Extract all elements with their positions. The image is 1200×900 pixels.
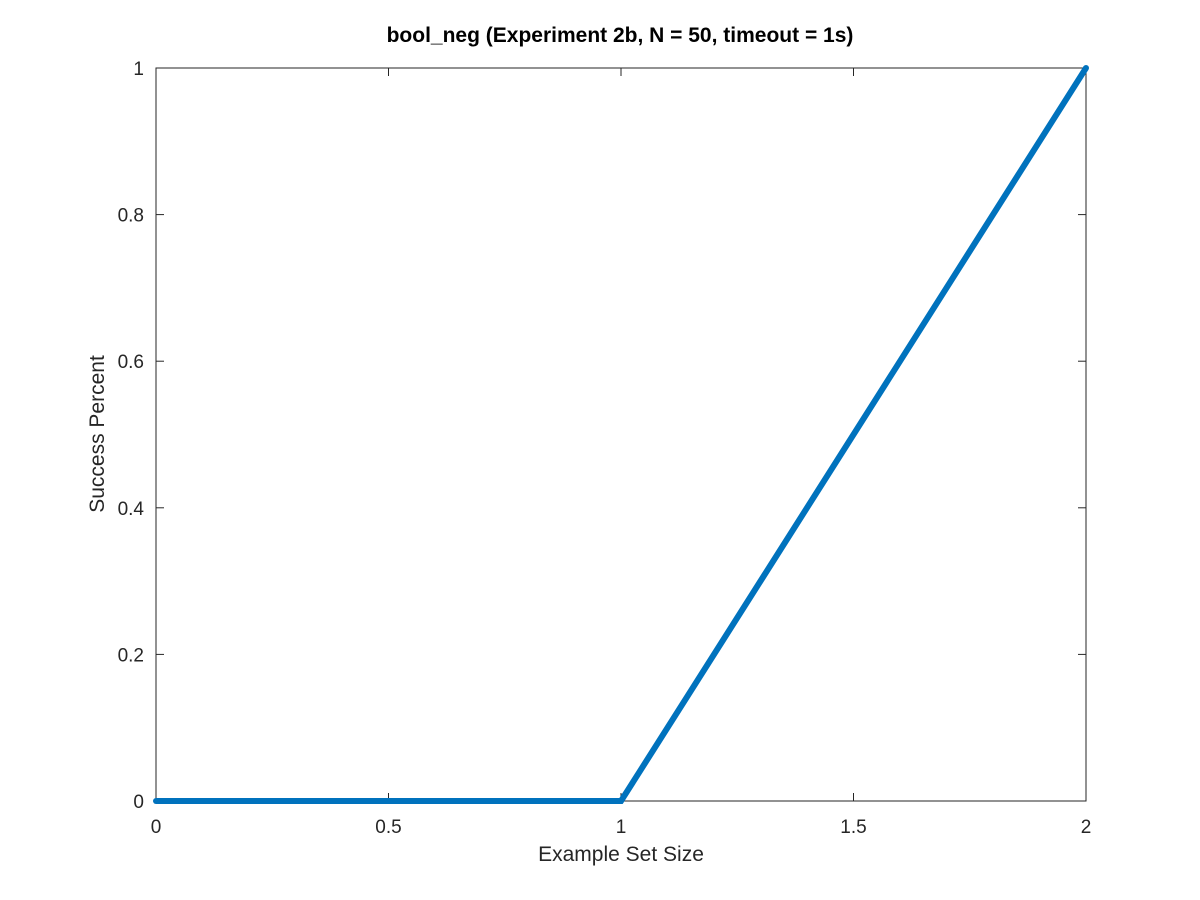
y-tick-label: 0.6 [118, 352, 144, 373]
data-point [153, 798, 159, 804]
x-axis-label: Example Set Size [538, 843, 704, 866]
y-tick-label: 0 [133, 792, 144, 813]
y-axis-label: Success Percent [86, 355, 109, 513]
data-point [1083, 65, 1089, 71]
series-group [153, 65, 1089, 804]
x-tick-label: 2 [1081, 817, 1092, 838]
y-tick-label: 0.4 [118, 499, 145, 520]
y-tick-label: 0.2 [118, 645, 144, 666]
y-tick-label: 0.8 [118, 206, 144, 227]
x-tick-label: 1 [616, 817, 627, 838]
y-tick-label: 1 [133, 59, 144, 80]
chart-title: bool_neg (Experiment 2b, N = 50, timeout… [387, 24, 854, 47]
x-tick-label: 0 [151, 817, 162, 838]
x-tick-labels: 0 0.5 1 1.5 2 [151, 817, 1092, 838]
data-point [618, 798, 624, 804]
x-tick-label: 0.5 [375, 817, 401, 838]
plot-area [155, 67, 1087, 802]
y-tick-labels: 0 0.2 0.4 0.6 0.8 1 [118, 59, 145, 813]
x-tick-label: 1.5 [840, 817, 866, 838]
